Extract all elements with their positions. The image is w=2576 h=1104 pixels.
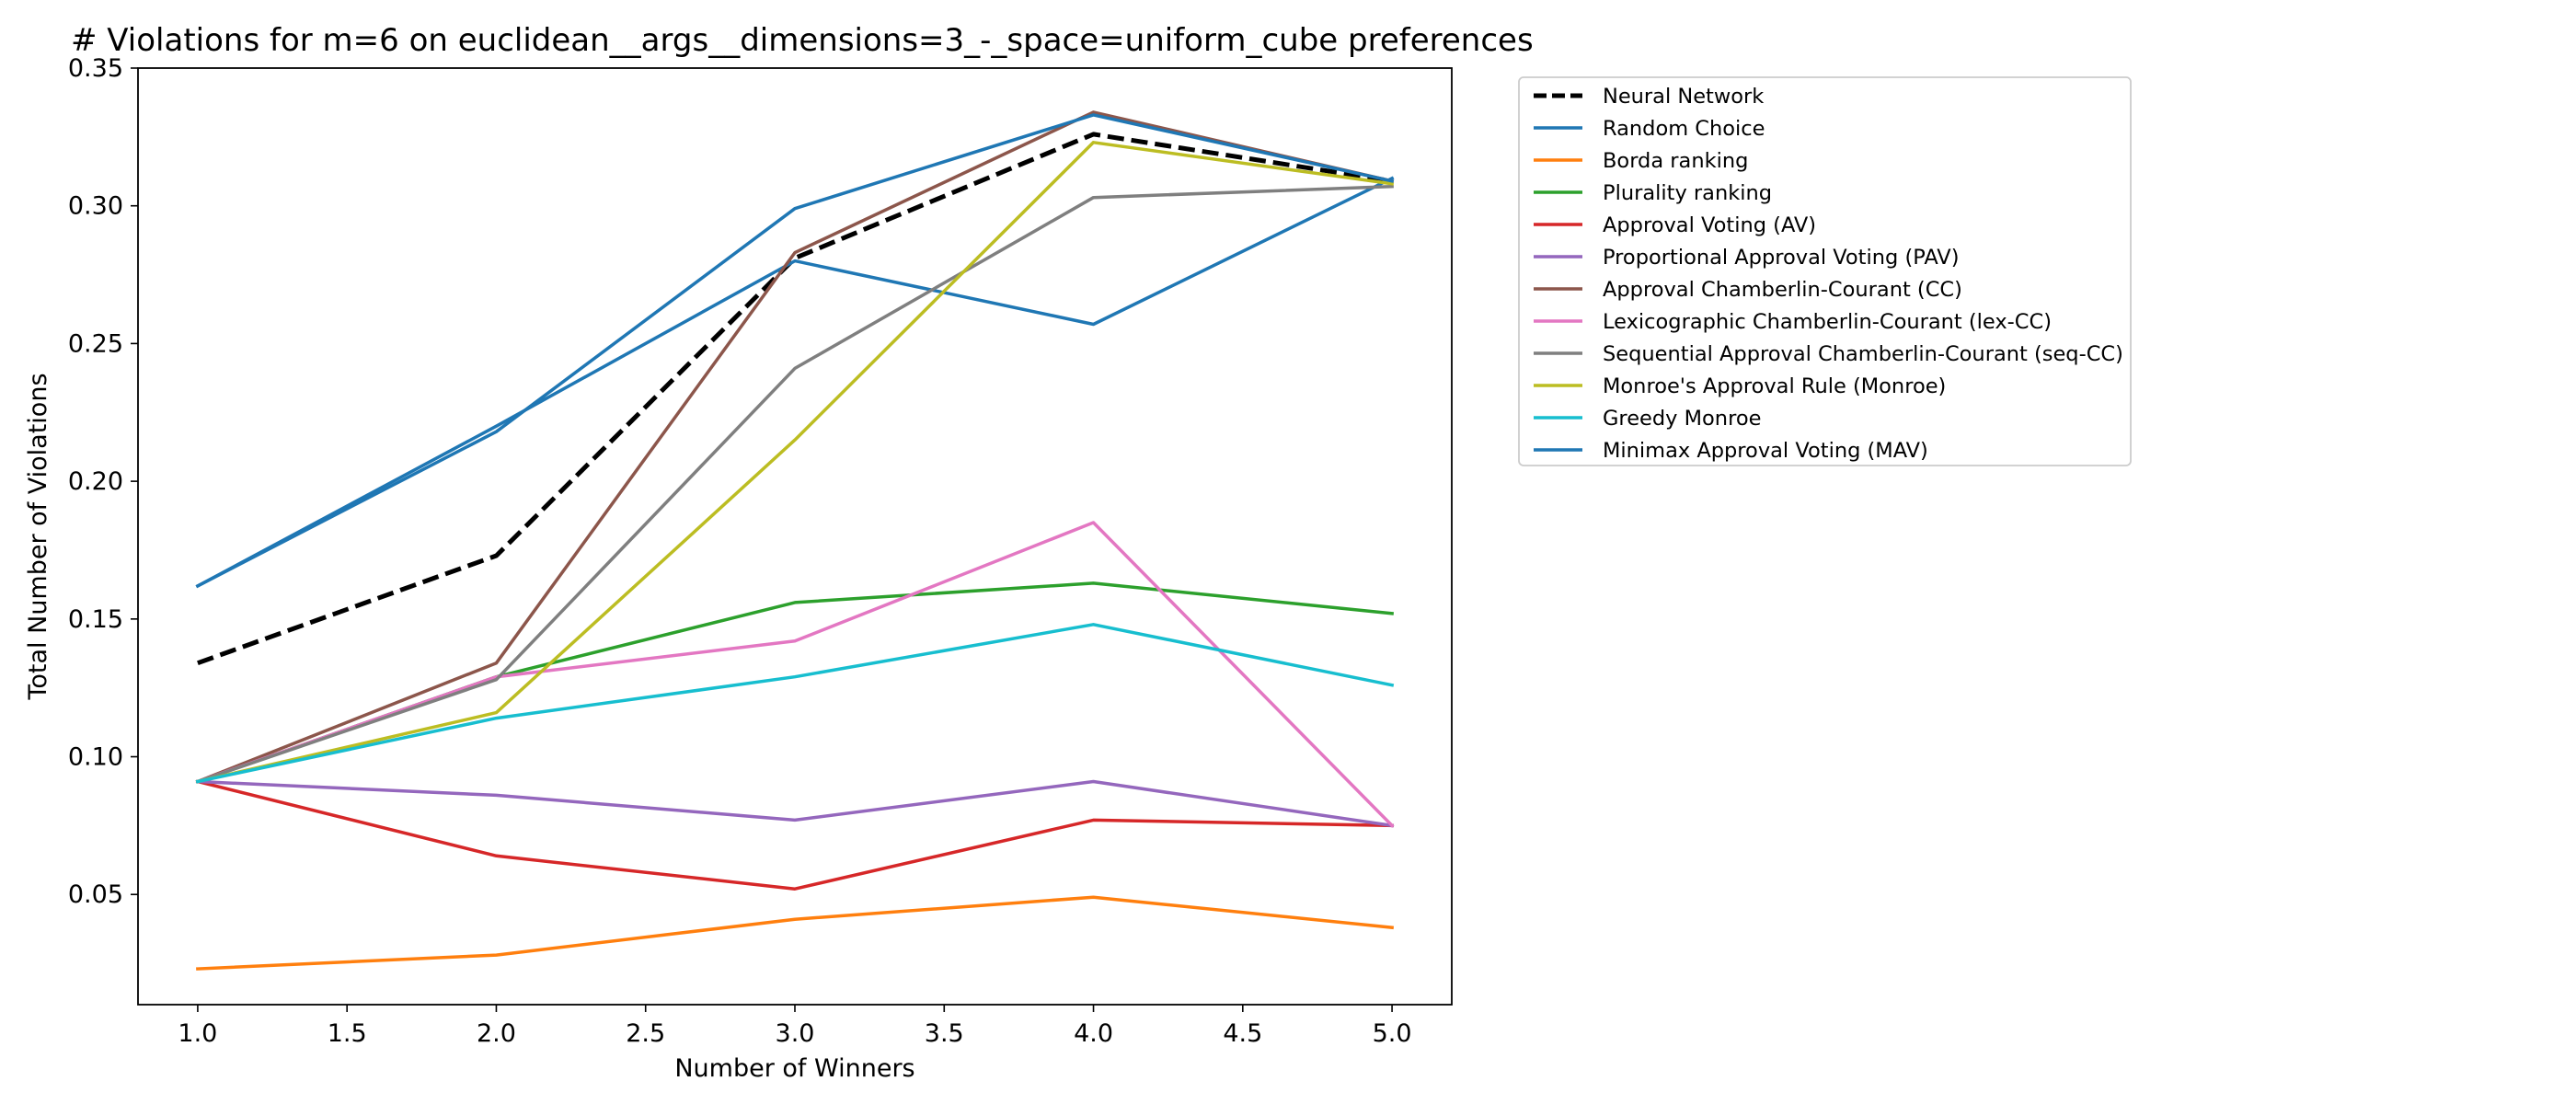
series-line-2 xyxy=(196,895,1395,971)
y-tick-label: 0.35 xyxy=(68,54,123,83)
x-tick-label: 2.0 xyxy=(477,1019,516,1048)
legend-box xyxy=(1518,76,2132,466)
x-tick-label: 1.5 xyxy=(328,1019,367,1048)
series-line-8 xyxy=(195,184,1394,784)
legend-label-10: Greedy Monroe xyxy=(1603,407,1761,431)
chart-title: # Violations for m=6 on euclidean__args_… xyxy=(71,22,1534,59)
x-tick-label: 1.0 xyxy=(178,1019,217,1048)
legend-items: Neural Network Random Choice Borda ranking… xyxy=(1534,85,2123,463)
x-axis: 1.0 1.5 2.0 2.5 3.0 3.5 4.0 4.5 5.0 xyxy=(178,1005,1412,1048)
legend-label-9: Monroe's Approval Rule (Monroe) xyxy=(1603,374,1946,398)
legend-label-5: Proportional Approval Voting (PAV) xyxy=(1603,246,1959,270)
x-tick-label: 5.0 xyxy=(1373,1019,1412,1048)
y-tick-label: 0.10 xyxy=(68,743,123,772)
legend-label-7: Lexicographic Chamberlin-Courant (lex-CC… xyxy=(1603,310,2052,334)
y-tick-label: 0.05 xyxy=(68,880,123,909)
series-line-11 xyxy=(195,113,1395,589)
x-tick-label: 2.5 xyxy=(626,1019,665,1048)
legend-label-0: Neural Network xyxy=(1603,85,1764,109)
series-line-5 xyxy=(196,779,1395,828)
y-tick-label: 0.20 xyxy=(68,467,123,496)
series-layer xyxy=(195,110,1395,971)
x-tick-label: 4.5 xyxy=(1223,1019,1262,1048)
x-axis-label: Number of Winners xyxy=(674,1054,914,1083)
y-axis: 0.05 0.10 0.15 0.20 0.25 0.30 0.35 xyxy=(68,54,138,909)
x-tick-label: 3.5 xyxy=(925,1019,964,1048)
y-tick-label: 0.25 xyxy=(68,329,123,358)
series-line-0 xyxy=(197,132,1393,666)
y-tick-label: 0.15 xyxy=(68,605,123,634)
legend-label-6: Approval Chamberlin-Courant (CC) xyxy=(1603,278,1962,302)
legend-label-11: Minimax Approval Voting (MAV) xyxy=(1603,439,1928,463)
legend-label-3: Plurality ranking xyxy=(1603,181,1772,205)
legend-label-2: Borda ranking xyxy=(1603,149,1748,173)
x-tick-label: 4.0 xyxy=(1074,1019,1113,1048)
series-line-1 xyxy=(195,176,1395,589)
y-tick-label: 0.30 xyxy=(68,192,123,221)
legend: Neural Network Random Choice Borda ranking… xyxy=(1518,76,2132,466)
series-line-4 xyxy=(195,779,1394,891)
series-line-7 xyxy=(195,521,1395,828)
series-line-10 xyxy=(195,623,1395,784)
legend-label-1: Random Choice xyxy=(1603,117,1765,141)
y-axis-label: Total Number of Violations xyxy=(24,373,52,700)
legend-label-4: Approval Voting (AV) xyxy=(1603,213,1816,237)
series-line-6 xyxy=(195,110,1395,784)
x-tick-label: 3.0 xyxy=(776,1019,815,1048)
legend-label-8: Sequential Approval Chamberlin-Courant (… xyxy=(1603,342,2123,366)
series-line-9 xyxy=(195,141,1395,784)
